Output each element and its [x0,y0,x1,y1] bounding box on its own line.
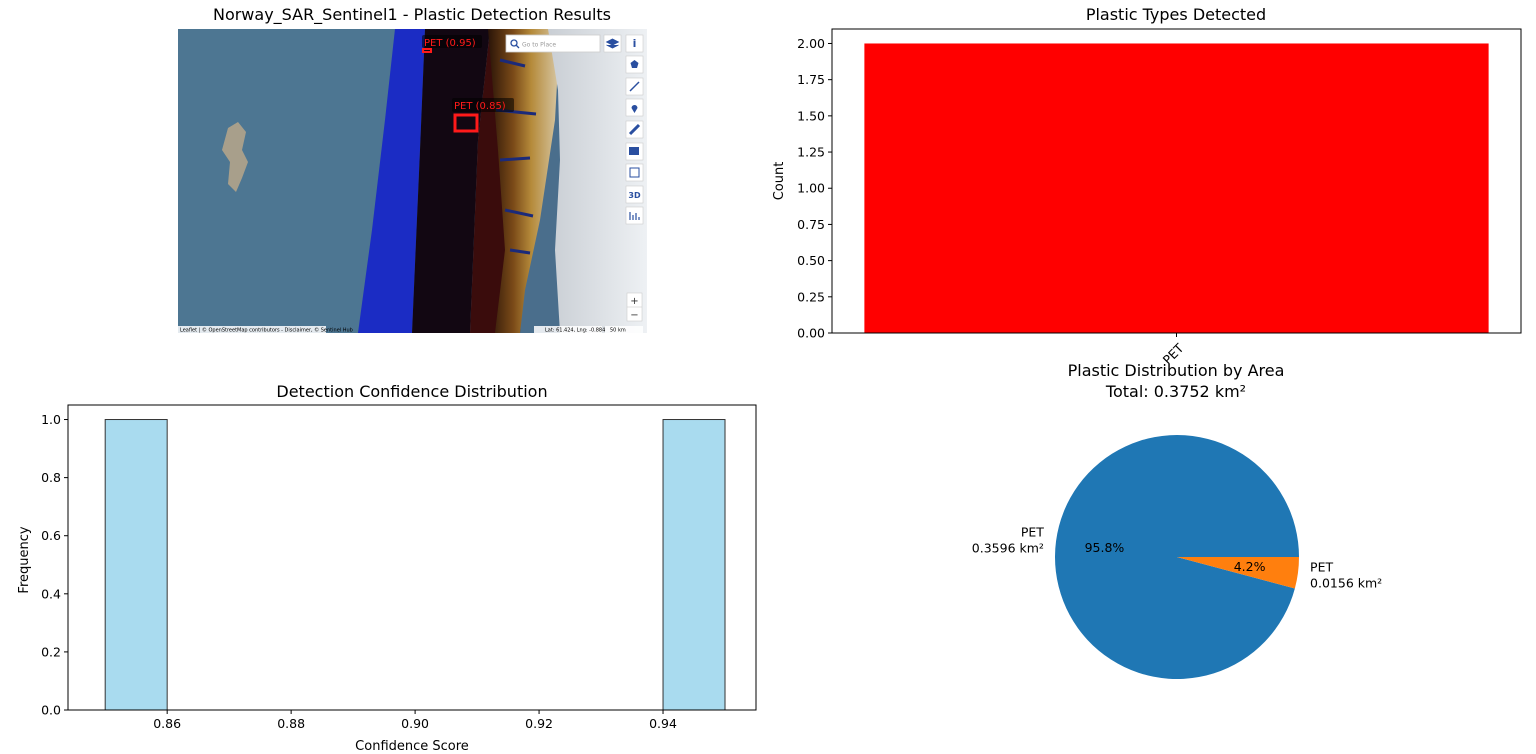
image-icon [629,147,639,155]
bar-y-tick-label: 0.50 [797,253,825,268]
chart-button[interactable] [625,206,644,225]
search-icon [510,39,518,47]
detection-label-1: PET (0.95) [424,38,476,49]
ruler-icon [628,123,641,136]
threed-button[interactable] [625,185,644,204]
bar-chart-ylabel: Count [772,162,787,201]
histogram-confidence: Detection Confidence Distribution 0.0 0.2… [17,382,757,754]
histogram-y-tick-label: 0.2 [41,644,61,659]
detection-box-2[interactable]: PET (0.85) [452,98,514,133]
histogram-x-tick-label: 0.92 [525,716,553,731]
timelapse-button[interactable] [625,163,644,182]
histogram-y-tick-label: 0.4 [41,586,61,601]
bar-y-tick-label: 2.00 [797,36,825,51]
pie-area-label-1: 0.3596 km² [972,541,1044,556]
bar-y-tick-label: 0.25 [797,289,825,304]
histogram-bin-1[interactable] [104,419,168,711]
zoom-out-button[interactable]: − [630,310,638,321]
histogram-x-tick-label: 0.90 [401,716,429,731]
histogram-x-tick-label: 0.86 [153,716,181,731]
histogram-y-tick-label: 0.6 [41,528,61,543]
bar-y-tick-label: 0.00 [797,326,825,341]
detection-box-1[interactable]: PET (0.95) [422,35,482,53]
pie-chart-area: Plastic Distribution by Area Total: 0.37… [972,361,1382,680]
chart-icon [629,212,640,220]
info-icon: i [633,37,637,50]
film-icon [629,167,640,178]
info-button[interactable] [625,34,644,53]
pie-slice-2[interactable] [1177,557,1299,589]
threed-label: 3D [628,191,641,200]
coords-readout: Lat: 61.424, Lng: -0.884 [545,328,605,334]
line-icon [629,81,640,92]
map-toolbar: i 3D + − [603,34,644,322]
histogram-y-tick-label: 0.8 [41,470,61,485]
polygon-icon [630,60,639,68]
scale-bar-label: 50 km [610,328,626,334]
pie-label-1: PET [1021,525,1044,540]
layers-icon [605,38,620,49]
search-box[interactable]: Go to Place [505,34,601,53]
pie-chart-subtitle: Total: 0.3752 km² [1105,382,1246,401]
map-panel: Norway_SAR_Sentinel1 - Plastic Detection… [178,5,647,334]
histogram-y-tick-label: 1.0 [41,412,61,427]
histogram-x-tick-label: 0.88 [277,716,305,731]
histogram-title: Detection Confidence Distribution [276,382,547,401]
histogram-x-tick-label: 0.94 [649,716,677,731]
pie-slice-1[interactable] [1054,435,1299,680]
detection-label-2: PET (0.85) [454,101,506,112]
satellite-image[interactable] [178,29,647,333]
pie-area-label-2: 0.0156 km² [1310,575,1382,590]
bar-y-tick-label: 1.25 [797,145,825,160]
pie-chart-title: Plastic Distribution by Area [1068,361,1285,380]
pie-pct-label-2: 4.2% [1234,559,1266,574]
bar-y-tick-label: 1.75 [797,72,825,87]
bar-y-tick-label: 1.00 [797,181,825,196]
map-title: Norway_SAR_Sentinel1 - Plastic Detection… [213,5,611,25]
histogram-y-tick-label: 0.0 [41,703,61,718]
histogram-xlabel: Confidence Score [355,739,469,754]
histogram-bin-2[interactable] [662,419,726,711]
bar-chart-plastic-types: Plastic Types Detected 0.00 0.25 0.50 0.75 1… [772,5,1522,367]
map-attribution: Leaflet | © OpenStreetMap contributors -… [180,327,353,334]
zoom-in-button[interactable]: + [630,296,638,307]
bar-y-tick-label: 0.75 [797,217,825,232]
pin-icon [631,105,638,113]
histogram-ylabel: Frequency [17,526,32,593]
histogram-frame [67,404,757,711]
search-input[interactable]: Go to Place [522,42,556,49]
pie-label-2: PET [1310,559,1333,574]
pie-pct-label-1: 95.8% [1085,540,1125,555]
bar-chart-title: Plastic Types Detected [1086,5,1266,24]
bar-pet[interactable] [864,43,1489,333]
bar-y-tick-label: 1.50 [797,108,825,123]
